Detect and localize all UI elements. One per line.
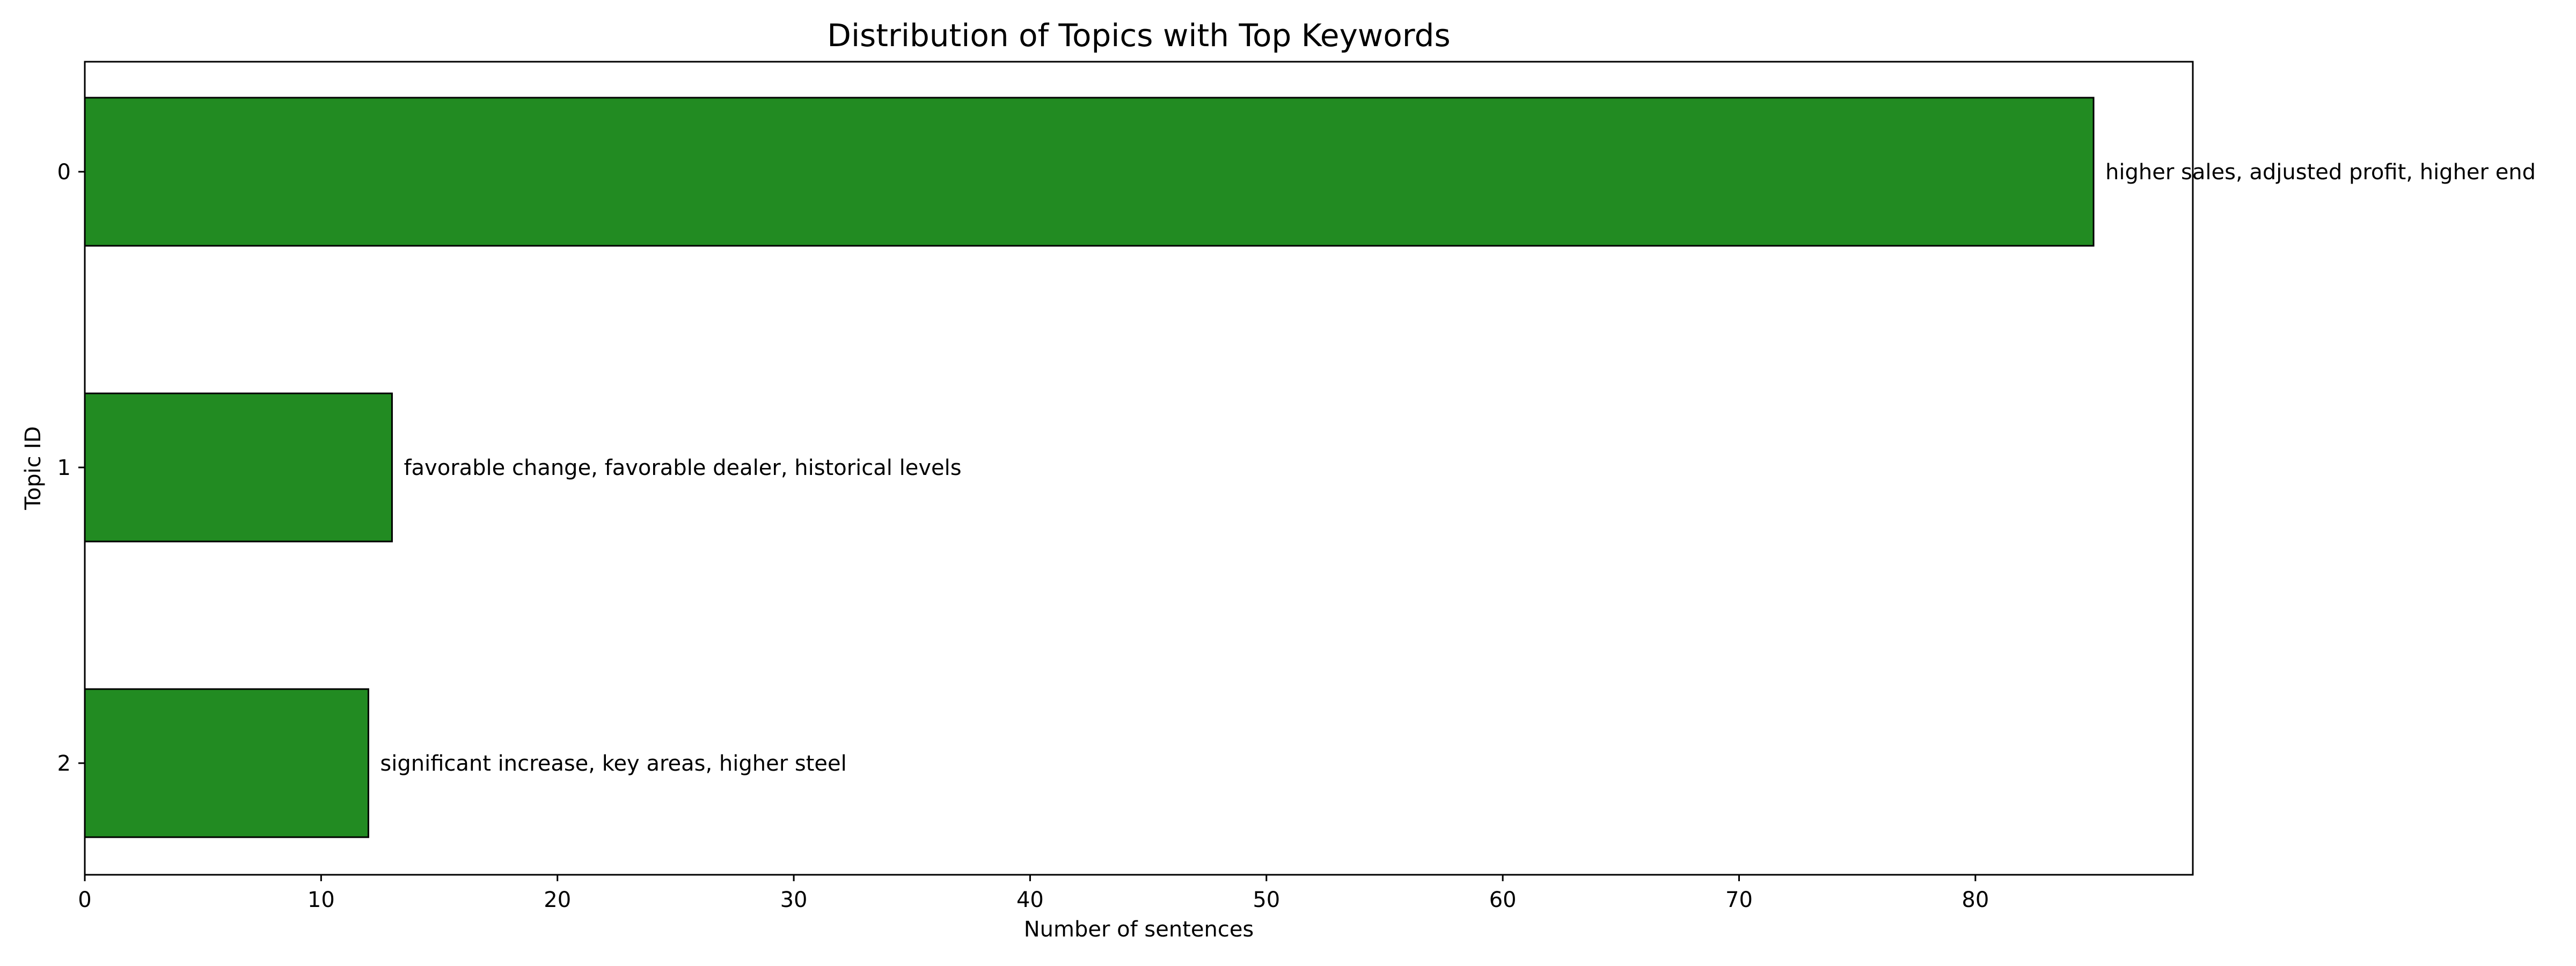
x-tick-label: 20 <box>544 888 571 912</box>
x-tick-label: 40 <box>1016 888 1044 912</box>
x-tick-label: 60 <box>1489 888 1517 912</box>
y-tick-label: 1 <box>57 456 71 480</box>
bar-topic-2 <box>84 688 369 838</box>
x-tick-label: 70 <box>1725 888 1753 912</box>
bar-label-topic-2: significant increase, key areas, higher … <box>380 751 846 776</box>
bar-label-topic-1: favorable change, favorable dealer, hist… <box>404 456 961 480</box>
bar-topic-1 <box>84 392 393 543</box>
bar-label-topic-0: higher sales, adjusted profit, higher en… <box>2105 160 2536 185</box>
bar-topic-0 <box>84 97 2095 247</box>
x-tick-label: 50 <box>1253 888 1280 912</box>
y-axis-label: Topic ID <box>21 426 46 510</box>
x-tick-label: 0 <box>78 888 91 912</box>
y-axis-ticks: 0 1 2 <box>57 160 85 776</box>
chart-title: Distribution of Topics with Top Keywords <box>827 17 1450 54</box>
y-tick-label: 2 <box>57 751 71 776</box>
x-tick-label: 10 <box>308 888 335 912</box>
bars-group <box>84 97 2095 838</box>
x-tick-label: 30 <box>780 888 808 912</box>
x-axis-label: Number of sentences <box>1024 917 1254 942</box>
bar-labels-group: higher sales, adjusted profit, higher en… <box>380 160 2536 776</box>
y-tick-label: 0 <box>57 160 71 185</box>
x-tick-label: 80 <box>1962 888 1989 912</box>
x-axis-ticks: 0 10 20 30 40 50 60 70 80 <box>78 875 1989 912</box>
